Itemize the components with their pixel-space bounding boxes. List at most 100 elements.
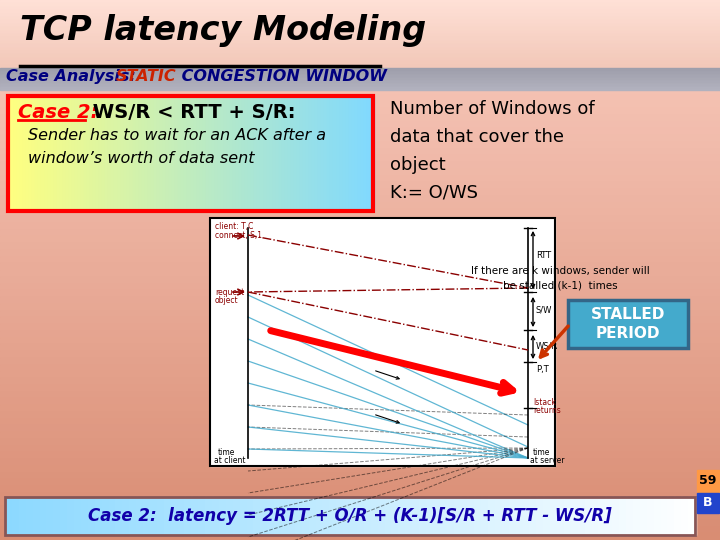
- Text: Sender has to wait for an ACK after a
window’s worth of data sent: Sender has to wait for an ACK after a wi…: [28, 128, 326, 166]
- Bar: [0, 51, 720, 55]
- Bar: [405, 497, 413, 535]
- Bar: [312, 96, 315, 211]
- Bar: [248, 96, 252, 211]
- Bar: [0, 453, 720, 459]
- Bar: [0, 77, 720, 78]
- Bar: [358, 96, 361, 211]
- Bar: [0, 189, 720, 195]
- Text: client: T,C: client: T,C: [215, 222, 253, 231]
- Bar: [350, 497, 357, 535]
- Bar: [5, 497, 695, 535]
- Bar: [0, 303, 720, 310]
- Bar: [0, 526, 720, 534]
- Bar: [273, 96, 276, 211]
- Bar: [5, 497, 12, 535]
- Text: Case 2:  latency = 2RTT + O/R + (K-1)[S/R + RTT - WS/R]: Case 2: latency = 2RTT + O/R + (K-1)[S/R…: [88, 507, 612, 525]
- Text: connect, S,1: connect, S,1: [215, 231, 262, 240]
- Bar: [0, 534, 720, 540]
- Bar: [0, 378, 720, 384]
- Bar: [550, 497, 557, 535]
- Bar: [0, 176, 720, 183]
- Bar: [224, 96, 228, 211]
- Bar: [0, 432, 720, 438]
- Bar: [0, 3, 720, 7]
- Bar: [266, 96, 270, 211]
- Bar: [330, 96, 334, 211]
- Bar: [324, 96, 328, 211]
- Bar: [355, 96, 359, 211]
- Bar: [281, 497, 289, 535]
- Bar: [0, 230, 720, 237]
- Bar: [0, 58, 720, 61]
- Bar: [187, 96, 191, 211]
- Bar: [0, 237, 720, 243]
- Bar: [392, 497, 399, 535]
- Bar: [74, 497, 81, 535]
- Bar: [0, 392, 720, 399]
- Bar: [0, 310, 720, 317]
- Bar: [568, 300, 688, 348]
- Bar: [112, 96, 115, 211]
- Bar: [619, 497, 626, 535]
- Bar: [38, 96, 42, 211]
- Bar: [536, 497, 544, 535]
- Bar: [474, 497, 482, 535]
- Bar: [233, 96, 237, 211]
- Bar: [0, 256, 720, 263]
- Bar: [0, 0, 720, 3]
- Bar: [0, 486, 720, 492]
- Bar: [0, 37, 720, 41]
- Bar: [0, 216, 720, 222]
- Bar: [66, 96, 69, 211]
- Bar: [0, 135, 720, 141]
- Bar: [212, 497, 220, 535]
- Bar: [84, 96, 88, 211]
- Bar: [315, 497, 323, 535]
- Bar: [96, 96, 100, 211]
- Bar: [0, 80, 720, 81]
- Text: Case Analysis:: Case Analysis:: [6, 69, 141, 84]
- Bar: [0, 276, 720, 284]
- Bar: [63, 96, 66, 211]
- Bar: [130, 96, 133, 211]
- Bar: [697, 470, 719, 492]
- Bar: [626, 497, 634, 535]
- Text: RTT: RTT: [536, 252, 551, 260]
- Bar: [53, 497, 60, 535]
- Bar: [132, 96, 136, 211]
- Bar: [0, 27, 720, 31]
- Bar: [20, 96, 24, 211]
- Bar: [309, 497, 316, 535]
- Bar: [0, 263, 720, 270]
- Bar: [433, 497, 440, 535]
- Text: If there are k windows, sender will
be stalled (k-1)  times: If there are k windows, sender will be s…: [471, 266, 649, 290]
- Bar: [230, 96, 233, 211]
- Bar: [564, 497, 571, 535]
- Bar: [0, 357, 720, 364]
- Bar: [598, 497, 606, 535]
- Bar: [321, 96, 325, 211]
- Bar: [0, 351, 720, 357]
- Bar: [8, 96, 12, 211]
- Text: S/W: S/W: [536, 306, 552, 314]
- Bar: [191, 96, 194, 211]
- Bar: [370, 96, 374, 211]
- Bar: [0, 297, 720, 303]
- Bar: [169, 96, 173, 211]
- Bar: [426, 497, 433, 535]
- Bar: [577, 497, 585, 535]
- Text: request: request: [215, 288, 244, 297]
- Bar: [294, 497, 302, 535]
- Bar: [348, 96, 352, 211]
- Bar: [122, 497, 130, 535]
- Bar: [136, 497, 143, 535]
- Bar: [0, 324, 720, 330]
- Bar: [343, 96, 346, 211]
- Bar: [0, 60, 720, 68]
- Text: P,T: P,T: [536, 365, 549, 374]
- Bar: [194, 96, 197, 211]
- Bar: [467, 497, 474, 535]
- Bar: [23, 96, 27, 211]
- Bar: [529, 497, 537, 535]
- Bar: [93, 96, 96, 211]
